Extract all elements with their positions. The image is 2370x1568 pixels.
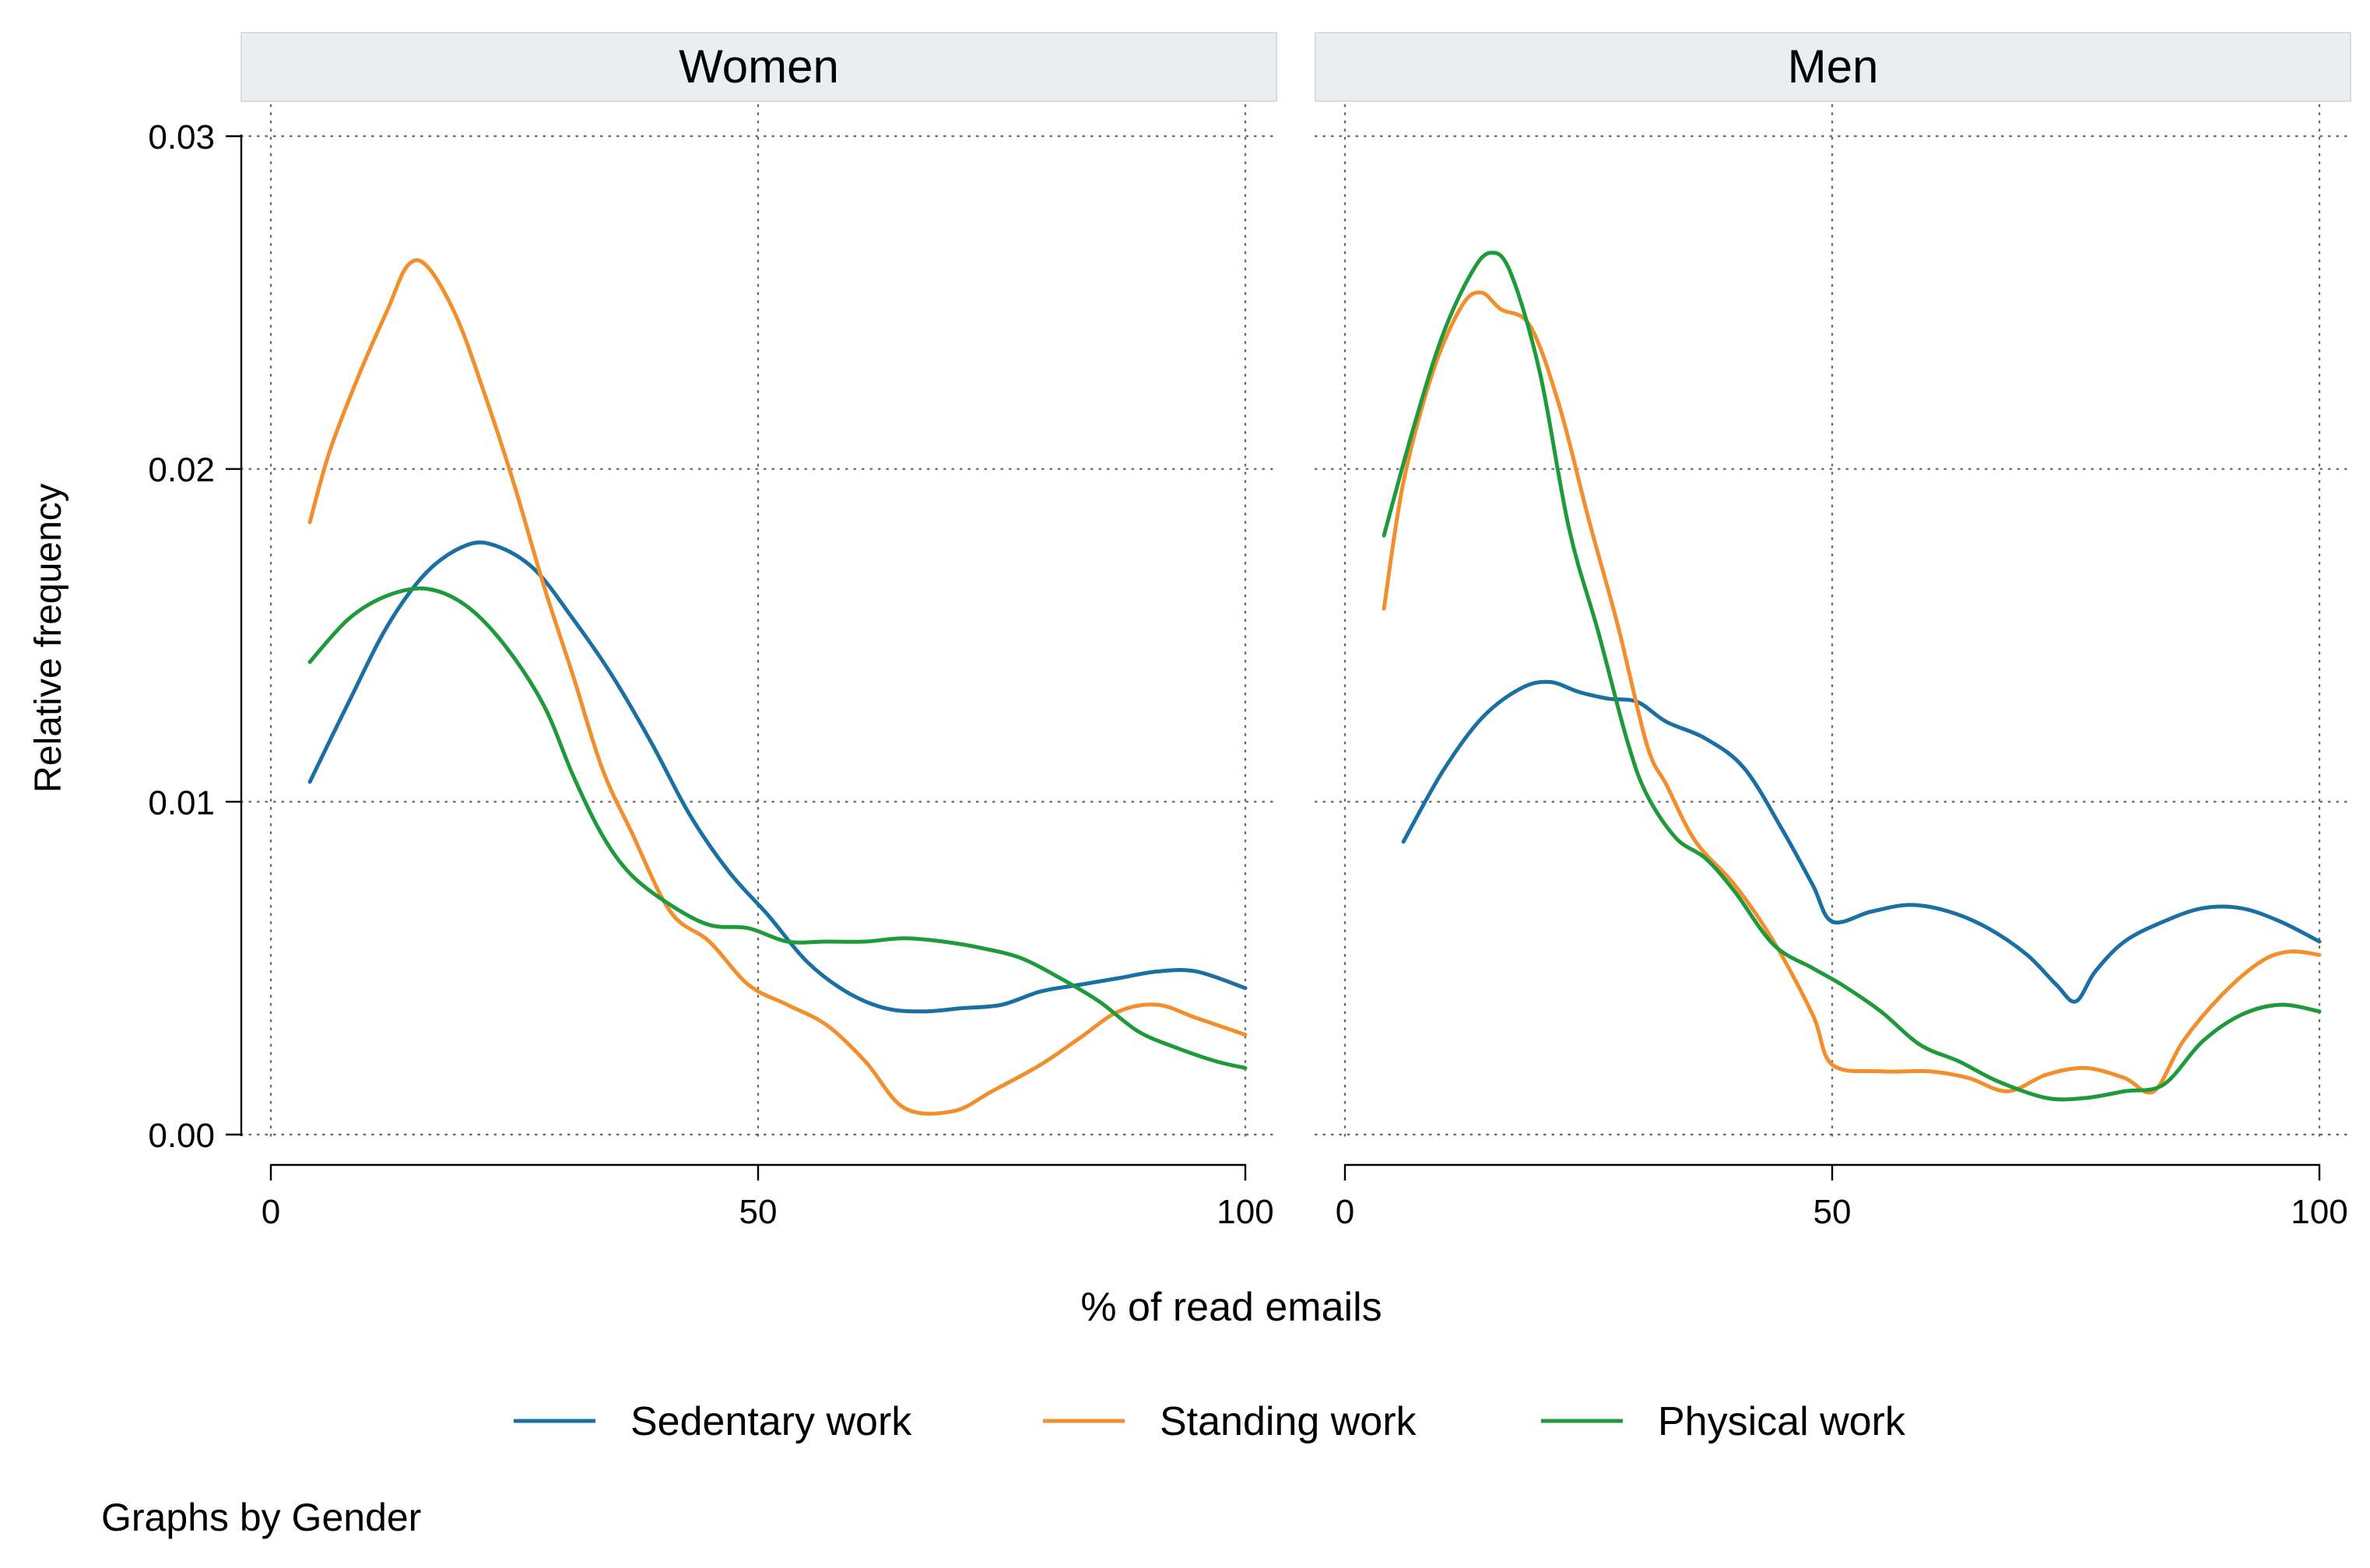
y-tick-label: 0.00 [148,1117,215,1155]
panel-men: Men 0 50 100 [1314,32,2351,1231]
y-axis-label: Relative frequency [28,483,69,793]
line-standing-men [1382,290,2322,1095]
x-tick-label: 100 [1217,1193,1273,1231]
panels: Women 0.00 0.01 0.02 0.03 0 50 100 Men 0 50 100 [148,32,2351,1231]
x-tick-label: 0 [1336,1193,1354,1231]
x-tick-label: 100 [2291,1193,2347,1231]
legend-label-standing: Standing work [1160,1399,1417,1444]
y-tick-label: 0.01 [148,784,215,822]
legend-label-sedentary: Sedentary work [630,1399,912,1444]
y-tick-label: 0.02 [148,451,215,489]
panel-strip [241,32,1277,102]
line-sedentary-women [307,540,1248,1014]
legend-label-physical: Physical work [1658,1399,1906,1444]
y-tick-label: 0.03 [148,118,215,156]
x-axis-label: % of read emails [1080,1285,1382,1330]
graphs-by-note: Graphs by Gender [101,1496,421,1539]
panel-title: Women [679,40,839,93]
x-tick-label: 0 [262,1193,280,1231]
line-physical-women [307,586,1248,1070]
panel-women: Women 0.00 0.01 0.02 0.03 0 50 100 [148,32,1277,1231]
line-standing-women [307,258,1248,1116]
x-tick-label: 50 [1813,1193,1852,1231]
x-tick-label: 50 [739,1193,778,1231]
line-physical-men [1382,251,2322,1102]
line-sedentary-men [1401,679,2322,1004]
legend: Sedentary work Standing work Physical wo… [514,1399,1906,1444]
panel-strip [1315,32,2351,102]
panel-title: Men [1788,40,1879,93]
